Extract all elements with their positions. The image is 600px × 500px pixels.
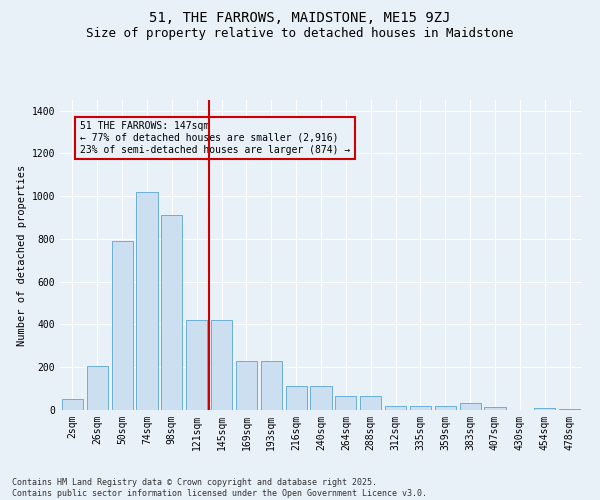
Bar	[385, 406, 406, 410]
Bar	[87, 366, 108, 410]
Bar	[261, 361, 282, 410]
Bar	[186, 320, 207, 410]
Bar	[534, 408, 555, 410]
Bar	[310, 386, 332, 410]
Bar	[335, 396, 356, 410]
Text: 51 THE FARROWS: 147sqm
← 77% of detached houses are smaller (2,916)
23% of semi-: 51 THE FARROWS: 147sqm ← 77% of detached…	[80, 122, 350, 154]
Bar	[435, 406, 456, 410]
Text: 51, THE FARROWS, MAIDSTONE, ME15 9ZJ: 51, THE FARROWS, MAIDSTONE, ME15 9ZJ	[149, 11, 451, 25]
Bar	[62, 400, 83, 410]
Bar	[286, 386, 307, 410]
Bar	[410, 406, 431, 410]
Bar	[112, 241, 133, 410]
Text: Size of property relative to detached houses in Maidstone: Size of property relative to detached ho…	[86, 28, 514, 40]
Bar	[236, 361, 257, 410]
Bar	[484, 407, 506, 410]
Bar	[136, 192, 158, 410]
Y-axis label: Number of detached properties: Number of detached properties	[17, 164, 28, 346]
Bar	[360, 396, 381, 410]
Bar	[161, 216, 182, 410]
Bar	[460, 402, 481, 410]
Bar	[559, 409, 580, 410]
Text: Contains HM Land Registry data © Crown copyright and database right 2025.
Contai: Contains HM Land Registry data © Crown c…	[12, 478, 427, 498]
Bar	[211, 320, 232, 410]
